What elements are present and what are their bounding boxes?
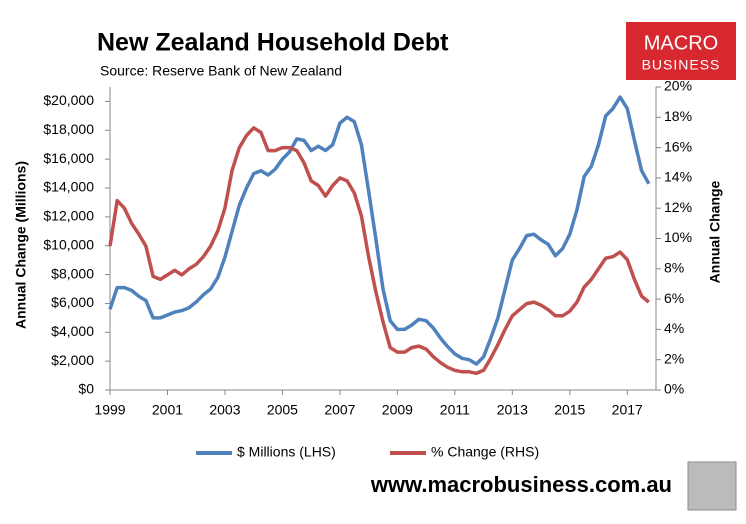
y-tick-label: $14,000 bbox=[43, 179, 94, 195]
y2-tick-label: 16% bbox=[664, 138, 692, 154]
logo-text: MACRO bbox=[644, 32, 718, 54]
y2-tick-label: 6% bbox=[664, 290, 684, 306]
x-tick-label: 2013 bbox=[497, 402, 528, 418]
y-tick-label: $10,000 bbox=[43, 236, 94, 252]
y-axis-label: Annual Change (Millions) bbox=[13, 161, 29, 329]
logo-text: BUSINESS bbox=[642, 57, 721, 73]
y-tick-label: $8,000 bbox=[51, 265, 94, 281]
x-tick-label: 2017 bbox=[612, 402, 643, 418]
y-tick-label: $2,000 bbox=[51, 352, 94, 368]
y2-tick-label: 10% bbox=[664, 229, 692, 245]
x-tick-label: 2005 bbox=[267, 402, 298, 418]
y-tick-label: $12,000 bbox=[43, 208, 94, 224]
y2-tick-label: 2% bbox=[664, 350, 684, 366]
x-tick-label: 2007 bbox=[324, 402, 355, 418]
y2-tick-label: 12% bbox=[664, 199, 692, 215]
x-tick-label: 2001 bbox=[152, 402, 183, 418]
x-tick-label: 1999 bbox=[94, 402, 125, 418]
website: www.macrobusiness.com.au bbox=[370, 472, 672, 497]
chart-subtitle: Source: Reserve Bank of New Zealand bbox=[100, 63, 342, 79]
y2-tick-label: 14% bbox=[664, 169, 692, 185]
y-tick-label: $16,000 bbox=[43, 150, 94, 166]
series-line bbox=[108, 126, 650, 376]
legend-label: $ Millions (LHS) bbox=[237, 444, 336, 460]
y-tick-label: $18,000 bbox=[43, 121, 94, 137]
x-tick-label: 2011 bbox=[440, 402, 470, 418]
y2-tick-label: 8% bbox=[664, 260, 684, 276]
x-tick-label: 2009 bbox=[382, 402, 413, 418]
y2-tick-label: 4% bbox=[664, 320, 684, 336]
y-tick-label: $0 bbox=[78, 381, 94, 397]
y2-axis-label: Annual Change bbox=[707, 180, 723, 283]
chart-title: New Zealand Household Debt bbox=[97, 29, 449, 57]
y2-tick-label: 0% bbox=[664, 381, 684, 397]
legend-label: % Change (RHS) bbox=[431, 444, 539, 460]
wolf-logo bbox=[687, 461, 737, 511]
y-tick-label: $20,000 bbox=[43, 92, 94, 108]
y2-tick-label: 20% bbox=[664, 78, 692, 94]
y2-tick-label: 18% bbox=[664, 108, 692, 124]
y-tick-label: $6,000 bbox=[51, 294, 94, 310]
y-tick-label: $4,000 bbox=[51, 323, 94, 339]
x-tick-label: 2015 bbox=[554, 402, 585, 418]
series-line bbox=[108, 95, 651, 366]
logo-box bbox=[626, 22, 736, 80]
x-tick-label: 2003 bbox=[209, 402, 240, 418]
